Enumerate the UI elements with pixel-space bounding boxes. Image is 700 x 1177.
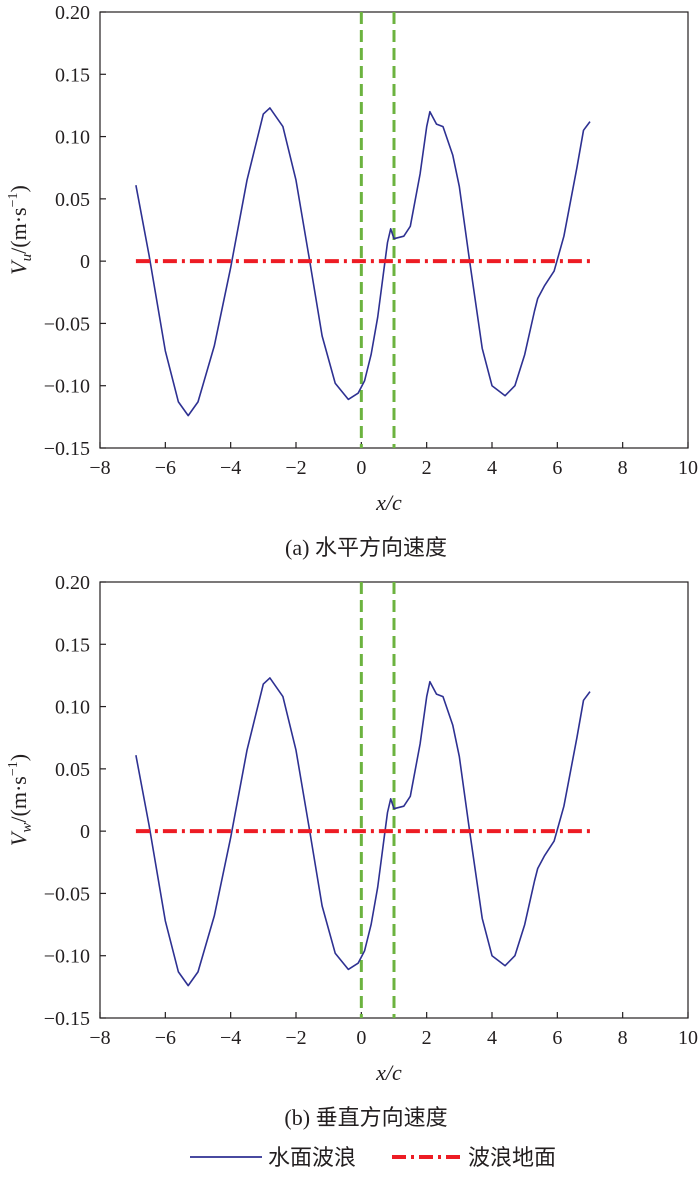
x-tick-label: 0 [356, 457, 366, 479]
x-tick-label: 2 [422, 457, 432, 479]
x-tick-label: −2 [285, 457, 306, 479]
y-tick-label: 0.05 [55, 759, 90, 781]
chart-panel-b: −8 −6 −4 −2 0 2 4 6 8 10 −0.15 −0.10 −0.05 0 0.05 0.10 0… [6, 572, 698, 1130]
legend-label-wave-ground: 波浪地面 [468, 1145, 556, 1170]
x-tick-label: 10 [678, 457, 698, 479]
x-tick-label: −2 [285, 1027, 306, 1049]
y-tick-label: −0.10 [44, 946, 90, 968]
y-tick-label: 0.20 [55, 572, 90, 594]
y-tick-label: 0.05 [55, 189, 90, 211]
y-tick-label: 0.15 [55, 634, 90, 656]
y-tick-label: 0 [80, 251, 90, 273]
x-tick-label: −8 [89, 1027, 110, 1049]
y-tick-label: 0.15 [55, 64, 90, 86]
x-tick-label: 8 [618, 457, 628, 479]
x-tick-label: 10 [678, 1027, 698, 1049]
x-tick-label: −6 [155, 1027, 176, 1049]
y-tick-label: −0.15 [44, 438, 90, 460]
x-tick-label: 4 [487, 1027, 497, 1049]
series-line-surface-wave [135, 107, 591, 417]
series-line-surface-wave [135, 677, 591, 987]
x-tick-label: 6 [552, 457, 562, 479]
x-tick-label: 8 [618, 1027, 628, 1049]
legend-label-surface-wave: 水面波浪 [268, 1145, 356, 1170]
y-tick-label: −0.05 [44, 313, 90, 335]
panel-caption: (a) 水平方向速度 [285, 535, 447, 560]
x-tick-label: 6 [552, 1027, 562, 1049]
chart-panel-a: −8 −6 −4 −2 0 2 4 6 8 10 −0.15 −0.10 −0.05 0 0.05 0.10 0… [6, 2, 698, 560]
x-axis-title: x/c [375, 490, 402, 515]
x-tick-label: 4 [487, 457, 497, 479]
x-tick-label: −8 [89, 457, 110, 479]
y-tick-label: 0.10 [55, 697, 90, 719]
x-axis-title: x/c [375, 1060, 402, 1085]
y-tick-label: −0.15 [44, 1008, 90, 1030]
x-tick-label: −6 [155, 457, 176, 479]
x-tick-label: −4 [220, 1027, 241, 1049]
y-tick-label: −0.05 [44, 883, 90, 905]
y-tick-label: 0.10 [55, 127, 90, 149]
x-tick-label: −4 [220, 457, 241, 479]
x-tick-label: 2 [422, 1027, 432, 1049]
y-axis-title: Vw/(m·s−1) [6, 754, 35, 846]
y-tick-label: −0.10 [44, 376, 90, 398]
panel-caption: (b) 垂直方向速度 [284, 1105, 447, 1130]
y-axis-title: Vu/(m·s−1) [6, 185, 35, 275]
legend: 水面波浪 波浪地面 [190, 1145, 556, 1170]
y-tick-label: 0.20 [55, 2, 90, 24]
x-tick-label: 0 [356, 1027, 366, 1049]
y-tick-label: 0 [80, 821, 90, 843]
